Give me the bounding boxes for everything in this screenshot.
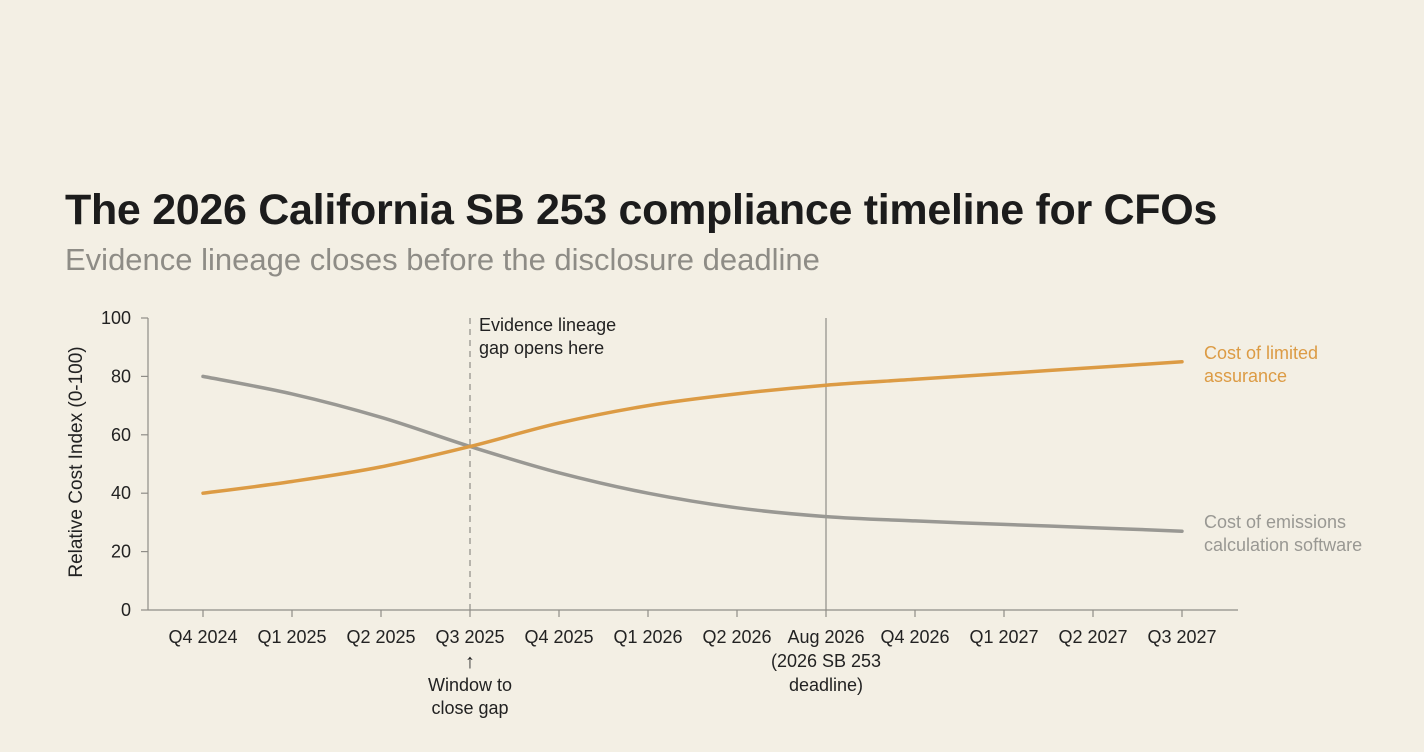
x-tick-label: Q4 2024 [168,627,237,647]
x-tick-label: Q2 2027 [1058,627,1127,647]
up-arrow-icon: ↑ [465,651,475,673]
window-note-label: Window to close gap [428,675,512,718]
annotation-label: Evidence lineage gap opens here [479,315,616,358]
y-tick-label: 60 [111,425,131,445]
labels: Cost of emissions calculation software Cos… [1204,343,1362,555]
x-tick-label: Q3 2027 [1147,627,1216,647]
y-axis-label: Relative Cost Index (0-100) [66,346,87,577]
x-tick-label: Q2 2026 [702,627,771,647]
annotations: Evidence lineage gap opens here ↑Window to… [428,315,827,718]
x-tick-label: Q2 2025 [346,627,415,647]
x-tick-label: Q3 2025 [435,627,504,647]
series-label-1: Cost of emissions calculation software [1204,512,1362,555]
x-tick-label: Q1 2027 [969,627,1038,647]
series-lines [201,360,1184,533]
y-tick-label: 40 [111,483,131,503]
series-line-1 [201,374,1184,533]
y-tick-label: 0 [121,600,131,620]
x-tick-label: Q1 2026 [613,627,682,647]
x-tick-label: Q1 2025 [257,627,326,647]
chart-subtitle: Evidence lineage closes before the discl… [65,242,820,277]
axes: 0 20 40 60 80 100 Relative Cost Index (0-100) Q… [66,308,1238,695]
x-tick-label: Aug 2026 (2026 SB 253 deadline) [771,627,881,695]
chart-title: The 2026 California SB 253 compliance ti… [65,186,1218,234]
y-tick-label: 20 [111,542,131,562]
series-line-0 [201,360,1184,495]
series-label-0: Cost of limited assurance [1204,343,1318,386]
x-tick-label: Q4 2026 [880,627,949,647]
y-tick-label: 100 [101,308,131,328]
y-tick-label: 80 [111,366,131,386]
x-tick-label: Q4 2025 [524,627,593,647]
